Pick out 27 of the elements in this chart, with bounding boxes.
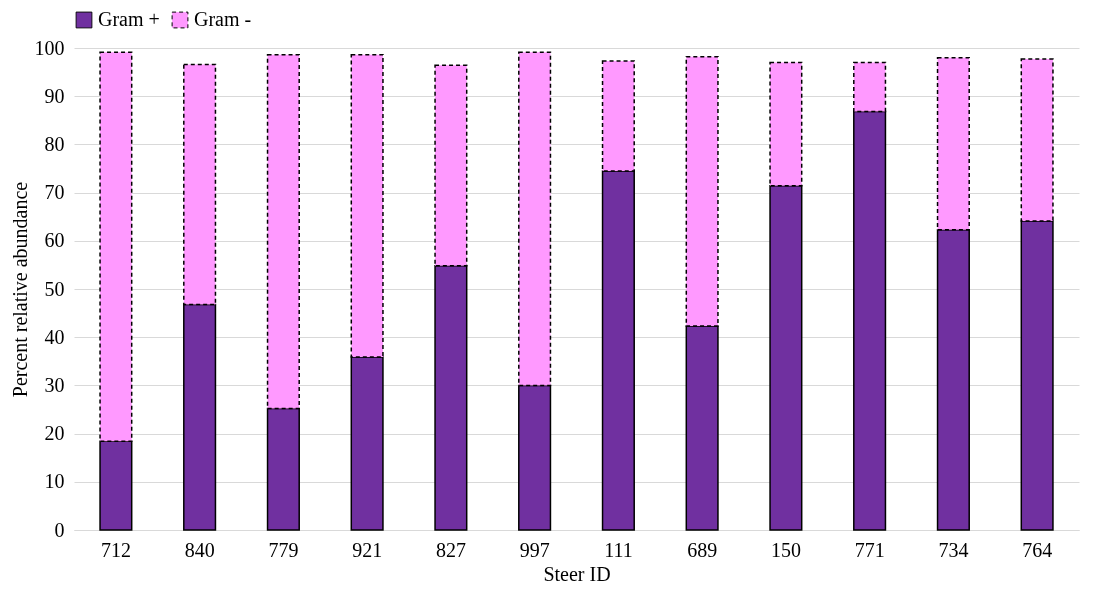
y-tick-label: 70 [44, 181, 65, 204]
y-tick-label: 100 [34, 36, 65, 59]
x-axis-title: Steer ID [543, 562, 611, 585]
x-tick-label: 734 [938, 538, 969, 561]
legend-label: Gram + [98, 8, 160, 30]
legend-label: Gram - [194, 8, 252, 30]
y-tick-label: 50 [44, 277, 65, 300]
y-axis-title: Percent relative abundance [8, 181, 31, 398]
y-tick-label: 40 [44, 325, 65, 348]
y-tick-label: 0 [54, 518, 65, 541]
x-tick-label: 840 [184, 538, 215, 561]
x-tick-label: 779 [268, 538, 299, 561]
y-tick-label: 60 [44, 229, 65, 252]
x-tick-label: 111 [604, 538, 633, 561]
x-tick-label: 771 [854, 538, 885, 561]
x-tick-label: 997 [519, 538, 550, 561]
x-tick-label: 712 [100, 538, 131, 561]
x-tick-label: 150 [770, 538, 801, 561]
y-tick-label: 90 [44, 84, 65, 107]
y-tick-label: 30 [44, 373, 65, 396]
x-tick-label: 764 [1022, 538, 1053, 561]
x-tick-label: 921 [352, 538, 383, 561]
x-tick-label: 827 [435, 538, 466, 561]
x-tick-label: 689 [687, 538, 718, 561]
y-tick-label: 10 [44, 470, 65, 493]
y-tick-label: 80 [44, 132, 65, 155]
y-tick-label: 20 [44, 422, 65, 445]
